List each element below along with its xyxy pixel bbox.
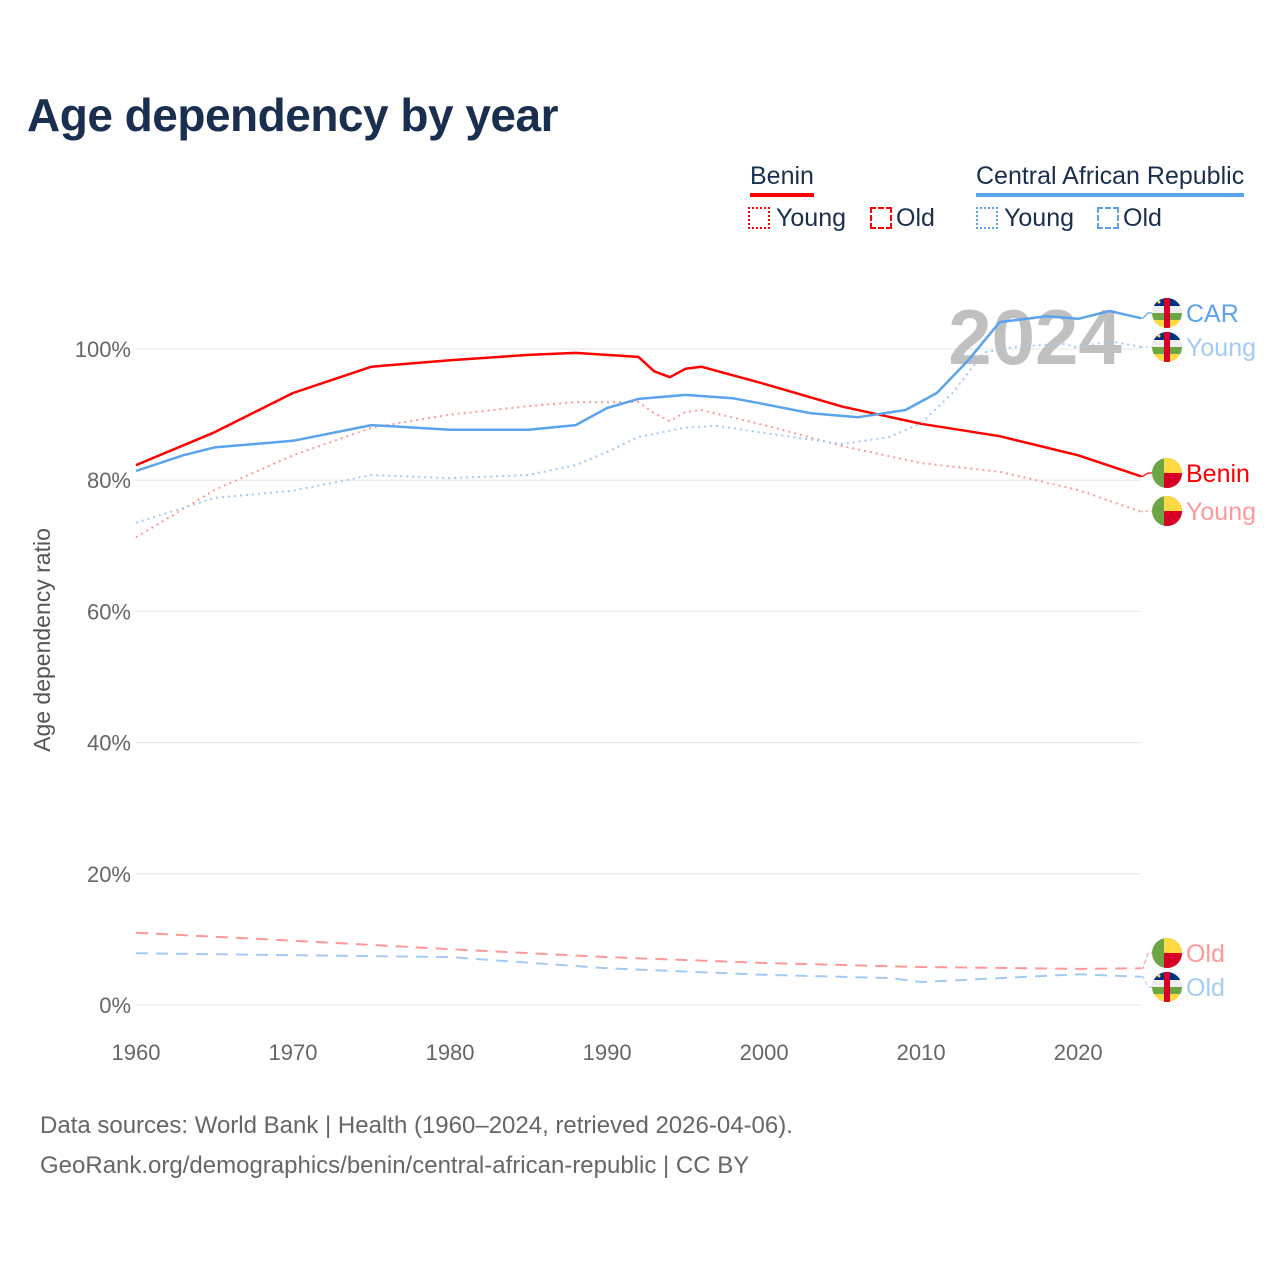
y-tick-label: 80% [87,468,131,493]
legend-item-car-old[interactable]: Old [1097,204,1162,233]
dashed-swatch-icon [1097,207,1119,229]
x-tick-label: 2020 [1054,1040,1103,1065]
y-tick-label: 0% [99,993,131,1018]
benin-flag-icon [1152,938,1182,968]
series-end-label: Old [1186,974,1225,1002]
label-connector [1141,976,1153,988]
dotted-swatch-icon [748,207,770,229]
series-line-benin [135,351,1142,478]
x-tick-label: 2010 [897,1040,946,1065]
series-end-label: Young [1186,498,1256,526]
legend-label: Young [1004,204,1074,232]
legend-item-benin-young[interactable]: Young [748,204,846,233]
series-line-benin-old [135,931,1142,970]
x-tick-label: 2000 [740,1040,789,1065]
benin-flag-icon [1152,458,1182,488]
y-tick-label: 40% [87,731,131,756]
attribution-link[interactable]: GeoRank.org/demographics/benin/central-a… [40,1152,750,1179]
x-tick-label: 1990 [583,1040,632,1065]
dotted-swatch-icon [976,207,998,229]
x-tick-label: 1980 [426,1040,475,1065]
x-tick-label: 1960 [112,1040,161,1065]
y-tick-label: 20% [87,862,131,887]
footer: Data sources: World Bank | Health (1960–… [40,1106,793,1186]
legend-label: Old [1123,204,1162,232]
car-flag-icon [1152,332,1182,362]
y-tick-label: 100% [75,337,131,362]
legend-group-car: Central African Republic [976,162,1245,197]
legend-label: Old [896,204,935,232]
benin-flag-icon [1152,496,1182,526]
series-end-label: Young [1186,334,1256,362]
series-line-car-old [135,952,1142,983]
x-tick-label: 1970 [269,1040,318,1065]
y-tick-label: 60% [87,599,131,624]
car-flag-icon [1152,298,1182,328]
series-end-label: Benin [1186,460,1250,488]
legend-title-benin: Benin [750,162,814,197]
series-end-label: Old [1186,940,1225,968]
legend-item-car-young[interactable]: Young [976,204,1074,233]
legend-item-benin-old[interactable]: Old [870,204,935,233]
series-end-label: CAR [1186,300,1239,328]
label-connector [1141,952,1153,969]
chart-title: Age dependency by year [27,89,558,141]
series-line-car-young [135,340,1142,524]
year-watermark: 2024 [948,293,1122,381]
legend-title-car: Central African Republic [976,162,1245,197]
label-connector [1141,510,1153,513]
label-connector [1141,312,1153,319]
series-line-car [135,309,1142,473]
y-axis-title: Age dependency ratio [29,528,55,752]
source-text: Data sources: World Bank | Health (1960–… [40,1112,793,1139]
label-connector [1141,472,1153,477]
legend-group-benin: Benin [750,162,814,197]
car-flag-icon [1152,972,1182,1002]
series-line-benin-young [135,401,1142,539]
dashed-swatch-icon [870,207,892,229]
legend-label: Young [776,204,846,232]
